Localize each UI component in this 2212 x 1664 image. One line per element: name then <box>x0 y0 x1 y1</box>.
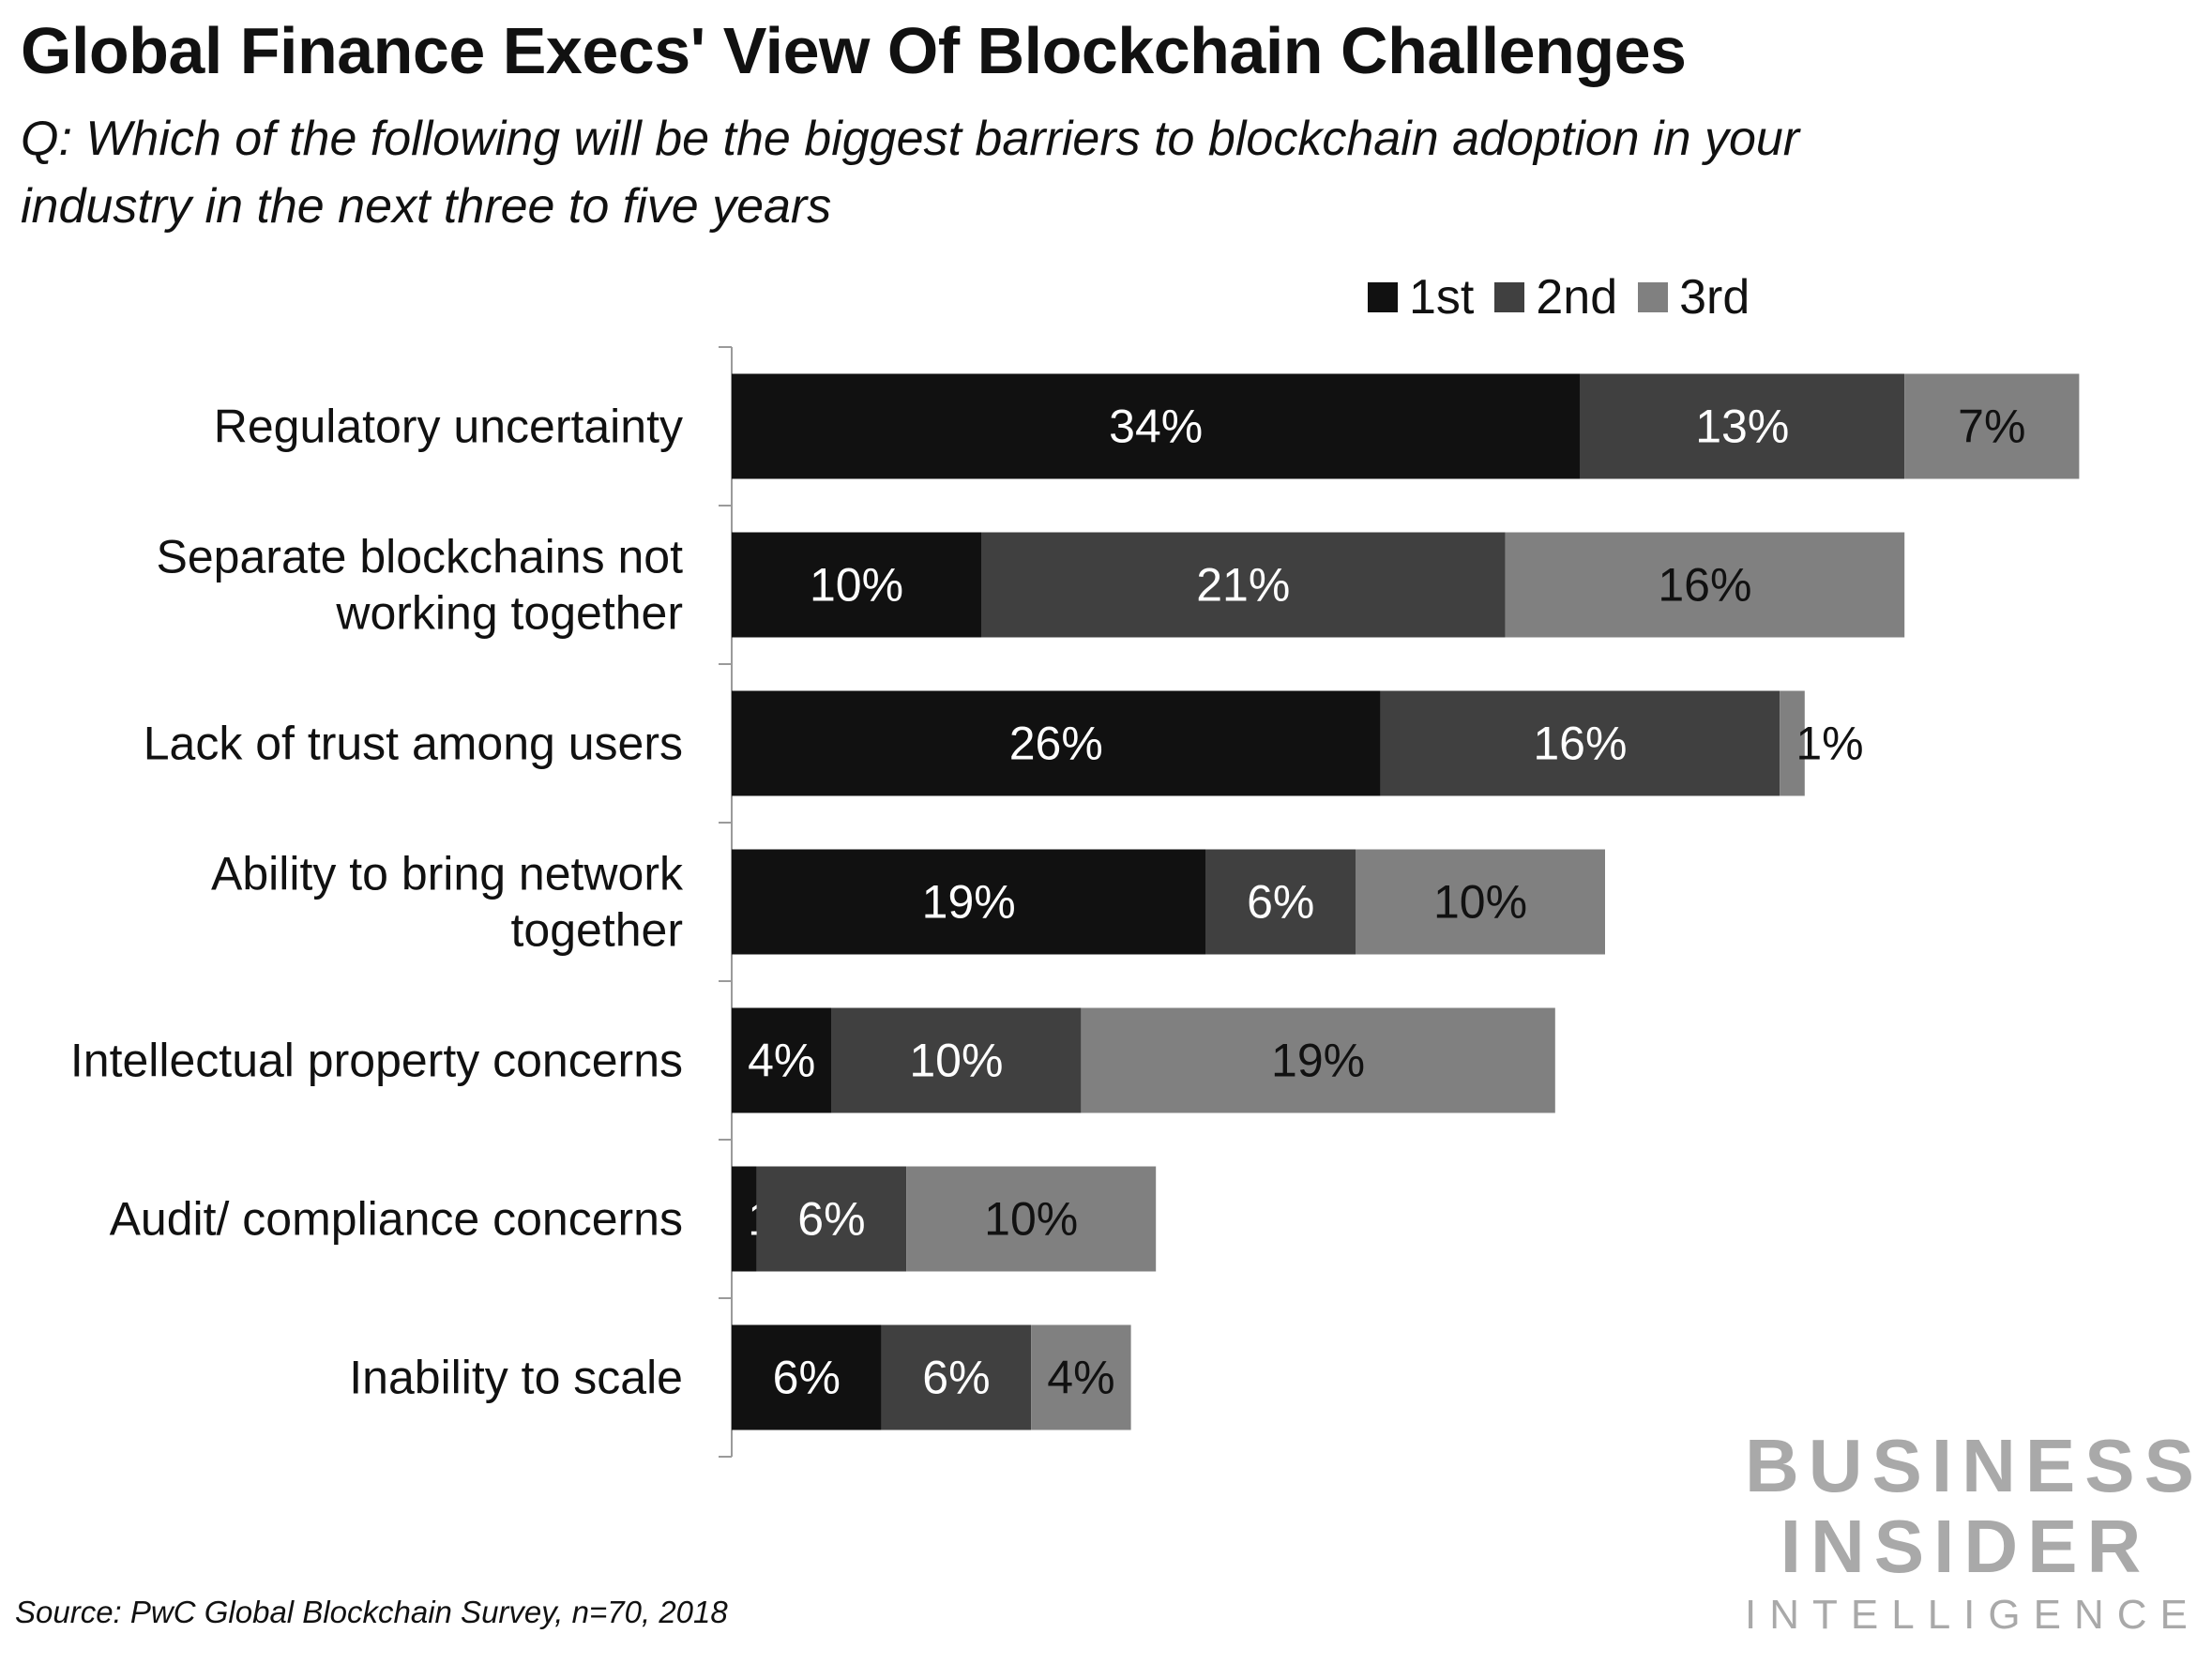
legend-swatch-1st <box>1368 282 1398 312</box>
logo-line-intelligence: INTELLIGENCE <box>1745 1592 2201 1638</box>
data-label-3rd: 10% <box>984 1193 1078 1246</box>
stacked-bar-chart: Regulatory uncertainty 34% 13% 7% Separate b… <box>70 346 2080 1458</box>
data-label-2nd: 21% <box>1196 559 1290 612</box>
chart-title: Global Finance Execs' View Of Blockchain… <box>21 14 1687 87</box>
legend-label-2nd: 2nd <box>1536 270 1618 325</box>
data-label-3rd: 1% <box>1795 718 1863 770</box>
data-label-3rd: 7% <box>1958 401 2025 453</box>
data-label-2nd: 6% <box>922 1352 990 1404</box>
bar-segment-2nd <box>756 1166 907 1272</box>
legend-swatch-2nd <box>1494 282 1525 312</box>
logo-line-business: BUSINESS <box>1745 1424 2204 1507</box>
data-label-1st: 34% <box>1109 401 1203 453</box>
legend-swatch-3rd <box>1638 282 1669 312</box>
data-label-2nd: 13% <box>1695 401 1789 453</box>
category-label: Regulatory uncertainty <box>214 401 683 453</box>
bar-segment-3rd <box>1356 849 1605 955</box>
category-label: Ability to bring network together <box>211 848 684 957</box>
logo-line-insider: INSIDER <box>1780 1505 2151 1588</box>
bar-segment-3rd <box>1081 1007 1555 1113</box>
data-label-2nd: 10% <box>909 1035 1003 1087</box>
bar-segment-3rd <box>1505 532 1905 638</box>
bar-segment-2nd <box>831 1007 1082 1113</box>
data-label-2nd: 16% <box>1533 718 1627 770</box>
bar-segment-3rd <box>1031 1324 1131 1430</box>
category-label: Intellectual property concerns <box>70 1035 683 1087</box>
data-label-1st: 10% <box>810 559 903 612</box>
data-label-3rd: 4% <box>1047 1352 1114 1404</box>
legend-item-2nd: 2nd <box>1494 269 1617 325</box>
bar-segment-1st <box>732 849 1206 955</box>
business-insider-intelligence-logo: BUSINESS INSIDER INTELLIGENCE <box>1745 1424 2204 1643</box>
data-label-1st: 6% <box>773 1352 841 1404</box>
bar-segment-2nd <box>981 532 1506 638</box>
bar-segment-2nd <box>1205 849 1356 955</box>
bar-segment-3rd <box>906 1166 1157 1272</box>
category-label: Audit/ compliance concerns <box>110 1193 683 1246</box>
chart-subtitle: Q: Which of the following will be the bi… <box>21 112 1800 234</box>
legend-item-1st: 1st <box>1368 269 1474 325</box>
bar-segment-1st <box>732 1166 757 1272</box>
bar-segment-2nd <box>1580 373 1905 479</box>
data-label-1st: 4% <box>748 1035 815 1087</box>
legend: 1st 2nd 3rd <box>1368 265 1750 330</box>
data-label-3rd: 10% <box>1433 876 1527 929</box>
category-label: Separate blockchains not working together <box>157 531 684 640</box>
bar-segment-3rd <box>1780 690 1805 796</box>
bar-segment-1st <box>732 1007 832 1113</box>
source-note: Source: PwC Global Blockchain Survey, n=… <box>15 1595 728 1629</box>
bar-segment-1st <box>732 690 1381 796</box>
data-label-3rd: 16% <box>1658 559 1751 612</box>
bar-segment-1st <box>732 532 981 638</box>
bar-segment-2nd <box>1380 690 1780 796</box>
data-label-2nd: 6% <box>797 1193 865 1246</box>
data-label-2nd: 6% <box>1247 876 1314 929</box>
data-label-3rd: 19% <box>1271 1035 1365 1087</box>
bar-segment-1st <box>732 1324 882 1430</box>
legend-label-3rd: 3rd <box>1679 270 1750 325</box>
bar-segment-2nd <box>881 1324 1032 1430</box>
legend-label-1st: 1st <box>1409 270 1475 325</box>
bar-segment-3rd <box>1904 373 2080 479</box>
category-label: Inability to scale <box>349 1352 683 1404</box>
data-label-1st: 26% <box>1009 718 1103 770</box>
category-label: Lack of trust among users <box>144 718 683 770</box>
bar-segment-1st <box>732 373 1581 479</box>
data-label-1st: 19% <box>922 876 1016 929</box>
legend-item-3rd: 3rd <box>1638 269 1750 325</box>
